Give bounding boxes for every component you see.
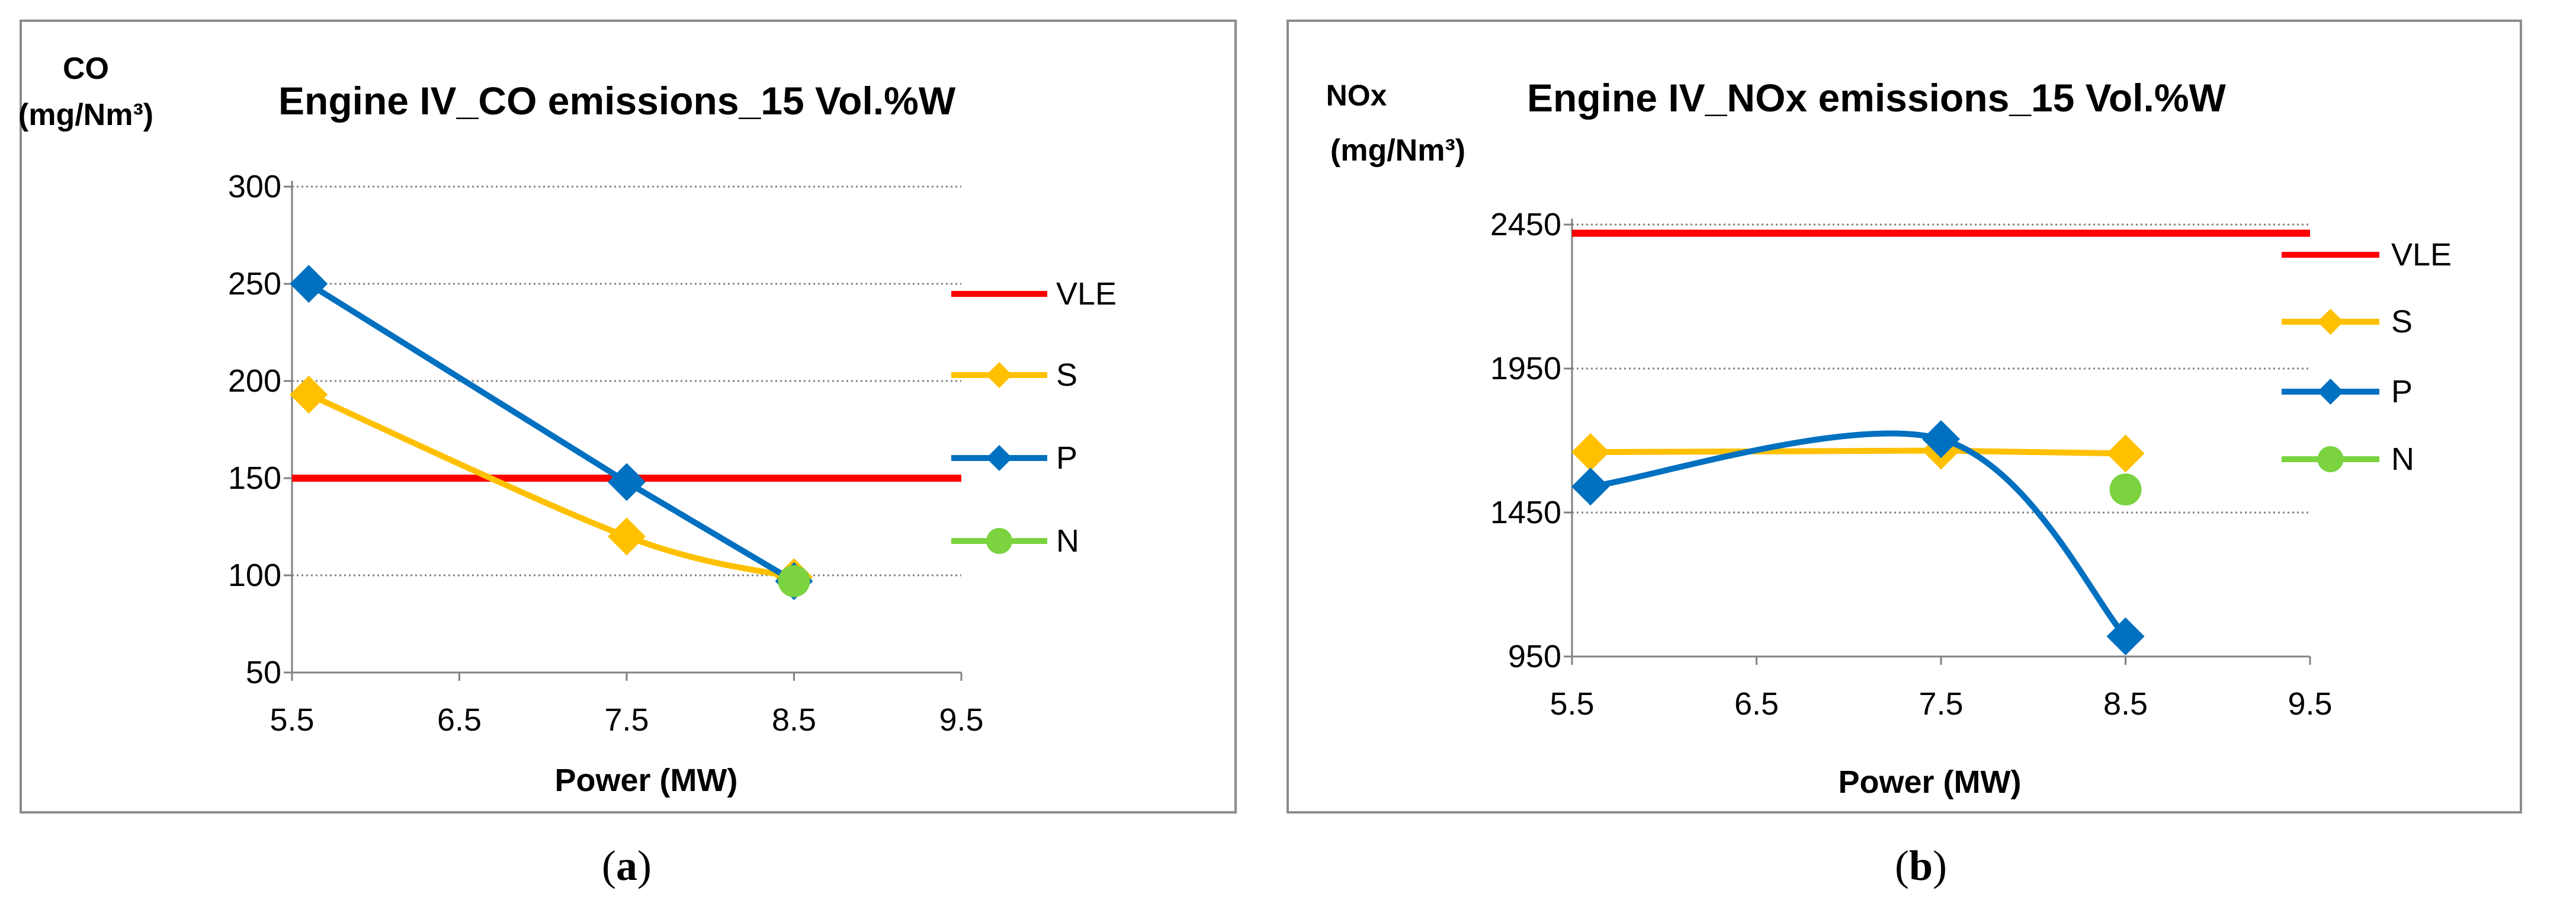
legend-swatch-marker <box>986 362 1012 388</box>
legend-item-p: P <box>2282 374 2413 409</box>
legend-label: VLE <box>2391 237 2452 273</box>
legend-swatch-marker <box>986 445 1012 471</box>
chart-b: NOx (mg/Nm³) Engine IV_NOx emissions_15 … <box>1287 20 2522 814</box>
x-tick-label: 7.5 <box>604 702 649 738</box>
caption-a: (a) <box>602 842 652 889</box>
chart-title: Engine IV_CO emissions_15 Vol.%W <box>278 79 956 123</box>
legend-label: S <box>2391 304 2413 340</box>
y-tick-label: 200 <box>228 363 281 399</box>
chart-frame <box>1287 20 2522 814</box>
legend-label: N <box>1056 523 1079 559</box>
x-tick-label: 5.5 <box>1550 686 1594 722</box>
data-point-n <box>778 565 810 597</box>
legend-item-vle: VLE <box>951 276 1117 312</box>
x-axis-label: Power (MW) <box>555 763 738 798</box>
data-point-s <box>1571 433 1610 471</box>
legend-swatch-marker <box>2317 379 2344 405</box>
axes <box>284 181 963 681</box>
legend-item-p: P <box>951 440 1077 476</box>
legend-label: N <box>2391 441 2414 477</box>
x-tick-labels: 5.5 6.5 7.5 8.5 9.5 <box>1550 686 2332 722</box>
x-tick-label: 6.5 <box>437 702 482 738</box>
y-tick-labels: 950 1450 1950 2450 <box>1490 207 1561 674</box>
legend-item-n: N <box>951 523 1079 559</box>
caption-b: (b) <box>1895 842 1948 889</box>
legend: VLE SPN <box>2282 237 2452 477</box>
chart-panel-b: NOx (mg/Nm³) Engine IV_NOx emissions_15 … <box>1287 20 2522 816</box>
x-tick-label: 6.5 <box>1734 686 1779 722</box>
series-n <box>778 565 810 597</box>
chart-frame <box>20 20 1237 814</box>
legend-swatch-marker <box>986 528 1012 554</box>
y-tick-label: 300 <box>228 169 281 204</box>
legend-swatch-marker <box>2317 309 2344 335</box>
x-tick-label: 9.5 <box>939 702 983 738</box>
series-n <box>2109 473 2142 506</box>
data-point-s <box>2106 434 2145 473</box>
y-tick-label: 1450 <box>1490 495 1561 530</box>
series-layer <box>290 265 961 600</box>
chart-panel-a: CO (mg/Nm³) Engine IV_CO emissions_15 Vo… <box>18 20 1237 816</box>
legend-swatch-marker <box>2317 446 2344 472</box>
series-p <box>1571 420 2145 655</box>
y-axis-label-line2: (mg/Nm³) <box>1330 133 1465 168</box>
y-axis-label-line2: (mg/Nm³) <box>20 98 153 132</box>
data-point-p <box>290 265 328 303</box>
axes <box>1564 219 2311 665</box>
series-line-s <box>307 392 795 581</box>
chart-a: CO (mg/Nm³) Engine IV_CO emissions_15 Vo… <box>18 20 1237 814</box>
x-tick-label: 7.5 <box>1919 686 1963 722</box>
data-point-p <box>2106 617 2145 655</box>
legend-item-vle: VLE <box>2282 237 2452 273</box>
x-tick-label: 8.5 <box>2103 686 2148 722</box>
y-tick-label: 2450 <box>1490 207 1561 242</box>
data-point-p <box>1922 420 1960 459</box>
legend-item-s: S <box>951 357 1077 393</box>
legend-label: S <box>1056 357 1077 393</box>
x-tick-labels: 5.5 6.5 7.5 8.5 9.5 <box>270 702 983 738</box>
legend-label: VLE <box>1056 276 1117 312</box>
chart-title: Engine IV_NOx emissions_15 Vol.%W <box>1527 76 2227 120</box>
data-point-n <box>2109 473 2142 506</box>
legend-item-n: N <box>2282 441 2414 477</box>
data-point-p <box>1571 467 1610 506</box>
y-tick-label: 1950 <box>1490 351 1561 386</box>
x-tick-label: 5.5 <box>270 702 314 738</box>
series-s <box>290 375 813 597</box>
y-tick-label: 100 <box>228 558 281 593</box>
y-axis-label-line1: CO <box>63 52 109 86</box>
data-point-s <box>290 375 328 414</box>
legend-label: P <box>1056 440 1077 476</box>
y-tick-labels: 50 100 150 200 250 300 <box>228 169 281 690</box>
legend-item-s: S <box>2282 304 2413 340</box>
data-point-s <box>608 517 646 556</box>
series-layer <box>1571 229 2310 655</box>
y-axis-label-line1: NOx <box>1326 79 1387 112</box>
y-tick-label: 950 <box>1508 639 1561 674</box>
legend: VLE S P N <box>951 276 1117 559</box>
y-tick-label: 50 <box>246 655 281 690</box>
x-tick-label: 8.5 <box>772 702 816 738</box>
x-axis-label: Power (MW) <box>1839 764 2022 800</box>
data-point-p <box>608 463 646 501</box>
y-tick-label: 250 <box>228 266 281 302</box>
series-line-s <box>1590 447 2126 457</box>
y-tick-label: 150 <box>228 460 281 496</box>
x-tick-label: 9.5 <box>2288 686 2332 722</box>
legend-label: P <box>2391 374 2413 409</box>
